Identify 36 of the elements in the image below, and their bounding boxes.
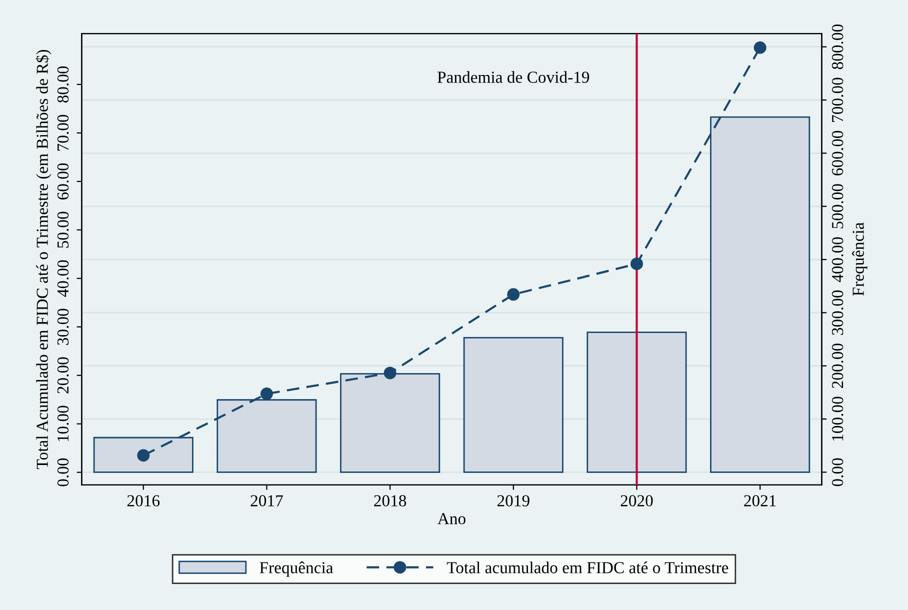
legend-label: Total acumulado em FIDC até o Trimestre [446,562,728,574]
y2-tick-label: 600.00 [832,130,844,176]
y2-tick-label: 800.00 [832,24,844,70]
y-tick-label: 70.00 [57,114,69,151]
x-tick-label: 2017 [250,495,283,506]
y-tick-label: 30.00 [57,308,69,345]
legend-label: Frequência [260,562,334,577]
x-axis-title: Ano [438,513,466,524]
point [260,388,273,400]
x-tick-label: 2016 [127,495,160,506]
y-axis-title: Total Acumulado em FIDC até o Trimestre (em Bilhões de R$) [36,50,52,469]
y-tick-label: 20.00 [57,357,69,394]
point [754,41,766,54]
point [630,258,643,270]
y2-tick-label: 0.00 [832,458,844,486]
y-tick-label: 0.00 [57,458,69,486]
y2-tick-label: 200.00 [832,344,844,388]
point [507,288,520,301]
y2-tick-label: 700.00 [832,78,844,122]
ref-line-label: Pandemia de Covid-19 [438,71,590,83]
y2-tick-label: 100.00 [832,396,844,440]
y-tick-label: 60.00 [57,163,69,200]
x-tick-label: 2019 [497,495,530,506]
y2-axis-title: Frequência [852,222,868,296]
y-tick-label: 80.00 [57,66,69,103]
y2-tick-label: 300.00 [832,290,844,335]
x-tick-label: 2021 [744,495,776,506]
y2-tick-label: 500.00 [832,184,844,228]
y-tick-label: 50.00 [57,212,69,248]
y-tick-label: 40.00 [57,260,69,297]
y-tick-label: 10.00 [57,406,69,442]
y2-tick-label: 400.00 [832,237,844,282]
point [384,366,396,380]
x-tick-label: 2020 [620,495,653,506]
point [137,449,150,462]
x-tick-label: 2018 [374,495,406,506]
